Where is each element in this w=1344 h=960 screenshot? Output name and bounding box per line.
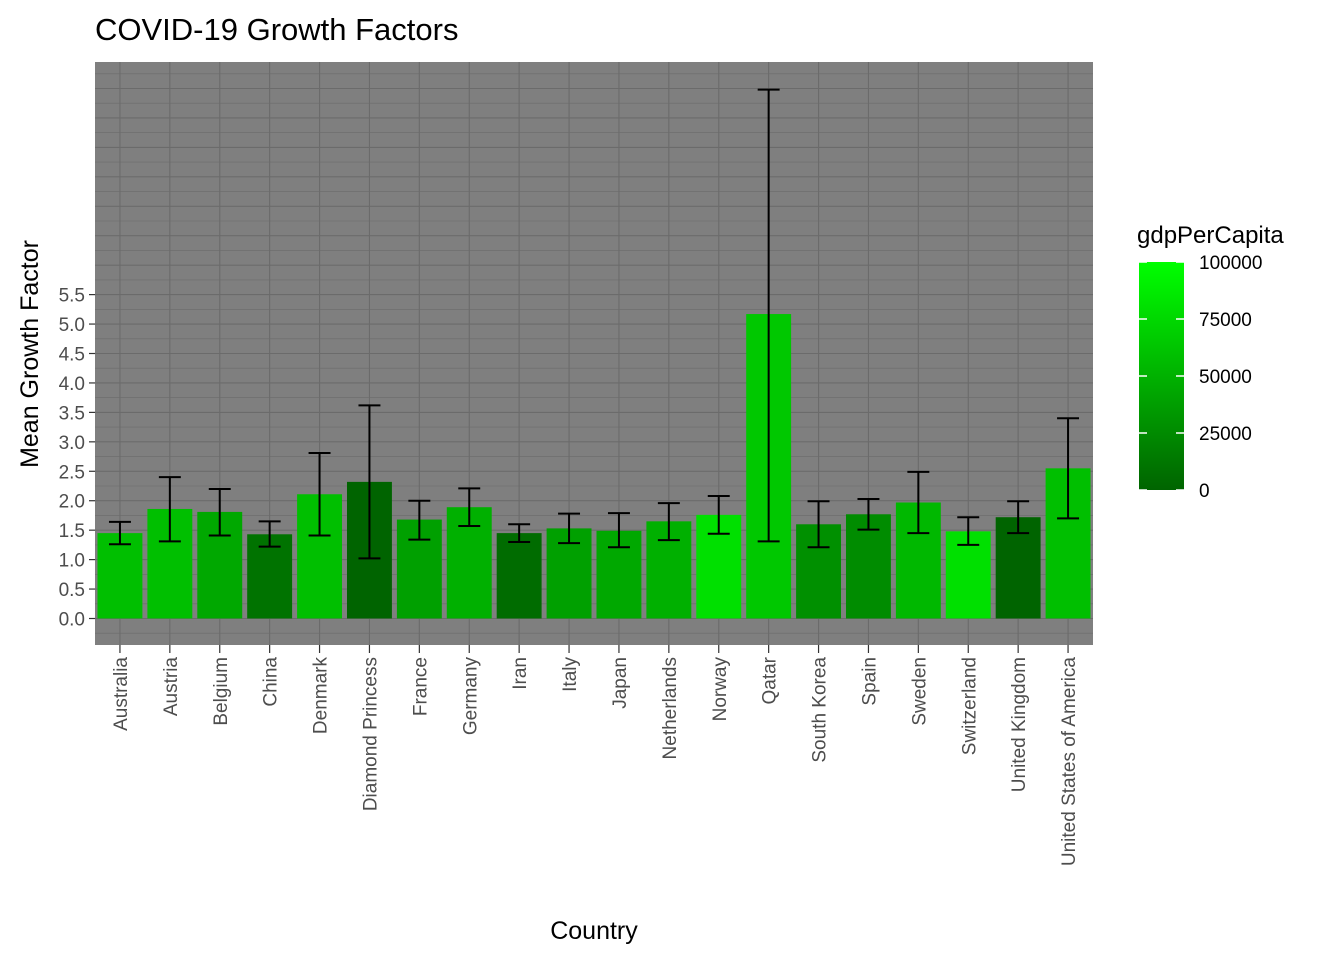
error-bar bbox=[707, 495, 730, 535]
x-axis-title: Country bbox=[550, 917, 638, 945]
x-tick-label: United Kingdom bbox=[1009, 657, 1030, 792]
y-tick-label: 4.5 bbox=[59, 345, 85, 366]
y-tick-label: 4.0 bbox=[59, 374, 85, 395]
x-tick-label: Austria bbox=[161, 657, 182, 717]
y-tick-label: 3.0 bbox=[59, 433, 85, 454]
bar bbox=[496, 533, 542, 619]
x-tick-label: Norway bbox=[710, 657, 731, 722]
x-tick-label: Japan bbox=[610, 657, 631, 709]
x-tick-label: Netherlands bbox=[660, 657, 681, 759]
x-tick-label: Spain bbox=[859, 657, 880, 706]
x-tick-label: Australia bbox=[111, 657, 132, 731]
legend: gdpPerCapita 0 25000 50000 75000 100000 bbox=[1137, 222, 1284, 502]
y-axis: 0.0 0.5 1.0 1.5 2.0 2.5 3.0 3.5 4.0 4.5 5.0 5.5 bbox=[59, 286, 95, 631]
error-bar bbox=[1007, 500, 1030, 535]
bar bbox=[845, 514, 891, 619]
x-tick-label: Qatar bbox=[760, 656, 781, 704]
x-tick-label: Germany bbox=[460, 657, 481, 736]
error-bar bbox=[1057, 417, 1080, 520]
legend-ticks: 0 25000 50000 75000 100000 bbox=[1139, 253, 1262, 502]
y-tick-label: 1.0 bbox=[59, 551, 85, 572]
error-bar bbox=[907, 470, 930, 535]
error-bar bbox=[258, 520, 281, 548]
y-tick-label: 5.5 bbox=[59, 286, 85, 307]
x-tick-label: Denmark bbox=[311, 657, 332, 735]
x-tick-label: Diamond Princess bbox=[360, 657, 381, 811]
error-bar bbox=[108, 520, 131, 546]
x-tick-label: Sweden bbox=[909, 657, 930, 726]
error-bar bbox=[857, 497, 880, 531]
error-bar bbox=[607, 512, 630, 549]
x-tick-label: South Korea bbox=[810, 657, 831, 763]
chart-title: COVID-19 Growth Factors bbox=[95, 12, 458, 47]
x-axis: Australia Austria Belgium China Denmark Diamo… bbox=[111, 645, 1080, 866]
x-tick-label: Iran bbox=[510, 657, 531, 690]
y-tick-label: 5.0 bbox=[59, 315, 85, 336]
legend-label: 25000 bbox=[1199, 424, 1252, 445]
y-tick-label: 0.5 bbox=[59, 580, 85, 601]
error-bar bbox=[408, 499, 431, 541]
bar bbox=[97, 533, 143, 619]
error-bar bbox=[757, 88, 780, 543]
error-bar bbox=[308, 452, 331, 537]
legend-label: 0 bbox=[1199, 481, 1210, 502]
x-tick-label: Italy bbox=[560, 657, 581, 692]
legend-label: 75000 bbox=[1199, 310, 1252, 331]
y-tick-label: 0.0 bbox=[59, 610, 85, 631]
x-tick-label: Belgium bbox=[211, 657, 232, 726]
x-tick-label: Switzerland bbox=[959, 657, 980, 755]
legend-label: 100000 bbox=[1199, 253, 1262, 274]
error-bars bbox=[108, 88, 1080, 560]
error-bar bbox=[508, 523, 531, 543]
bar bbox=[247, 534, 293, 619]
error-bar bbox=[807, 500, 830, 549]
x-tick-label: China bbox=[261, 657, 282, 707]
error-bar bbox=[657, 502, 680, 542]
error-bar bbox=[358, 404, 381, 560]
error-bar bbox=[458, 487, 481, 528]
y-tick-label: 2.5 bbox=[59, 462, 85, 483]
error-bar bbox=[208, 487, 231, 537]
legend-title: gdpPerCapita bbox=[1137, 222, 1284, 249]
error-bar bbox=[158, 476, 181, 543]
error-bar bbox=[957, 516, 980, 546]
y-tick-label: 3.5 bbox=[59, 403, 85, 424]
y-axis-title: Mean Growth Factor bbox=[16, 240, 44, 468]
y-tick-label: 1.5 bbox=[59, 521, 85, 542]
x-tick-label: United States of America bbox=[1059, 657, 1080, 867]
error-bar bbox=[558, 512, 581, 545]
legend-label: 50000 bbox=[1199, 367, 1252, 388]
x-tick-label: France bbox=[410, 657, 431, 716]
y-tick-label: 2.0 bbox=[59, 492, 85, 513]
